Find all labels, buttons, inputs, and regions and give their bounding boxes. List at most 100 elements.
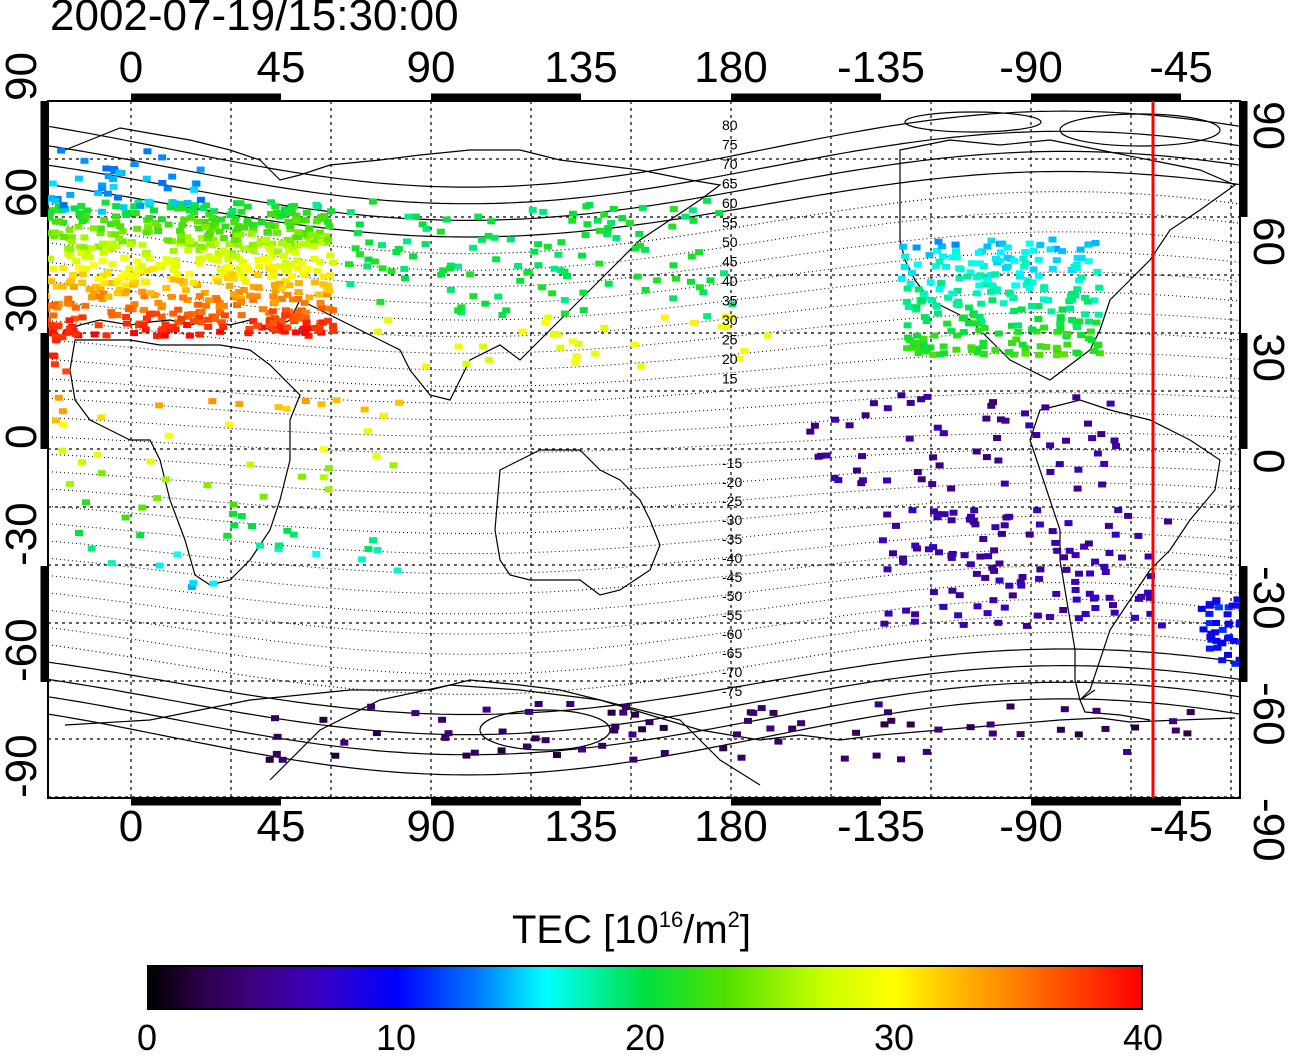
tec-pixel bbox=[774, 739, 782, 745]
tec-pixel bbox=[639, 205, 647, 211]
top-tick-label: 135 bbox=[544, 46, 617, 90]
tec-pixel bbox=[298, 474, 306, 480]
tec-pixel bbox=[525, 709, 533, 715]
tec-pixel bbox=[267, 199, 275, 205]
tec-pixel bbox=[390, 462, 398, 468]
tec-pixel bbox=[960, 329, 968, 335]
tec-pixel bbox=[703, 313, 711, 319]
tec-pixel bbox=[1249, 750, 1257, 756]
tec-pixel bbox=[1036, 522, 1044, 528]
tec-pixel bbox=[463, 361, 471, 367]
tec-pixel bbox=[293, 314, 301, 320]
tec-pixel bbox=[929, 352, 937, 358]
tec-pixel bbox=[532, 735, 540, 741]
colorbar-tick-label: 0 bbox=[137, 1020, 157, 1056]
tec-pixel bbox=[983, 454, 991, 460]
tec-pixel bbox=[1010, 258, 1018, 264]
tec-pixel bbox=[13, 229, 21, 235]
tec-pixel bbox=[409, 253, 417, 259]
tec-pixel bbox=[1046, 442, 1054, 448]
tec-pixel bbox=[914, 469, 922, 475]
tec-pixel bbox=[150, 208, 158, 214]
tec-pixel bbox=[967, 724, 975, 730]
tec-pixel bbox=[989, 731, 997, 737]
tec-pixel bbox=[908, 270, 916, 276]
tec-pixel bbox=[1028, 280, 1036, 286]
tec-pixel bbox=[887, 718, 895, 724]
tec-pixel bbox=[74, 224, 82, 230]
tec-pixel bbox=[1035, 257, 1043, 263]
tec-pixel bbox=[229, 511, 237, 517]
tec-pixel bbox=[1131, 615, 1139, 621]
tec-pixel bbox=[994, 620, 1002, 626]
tec-pixel bbox=[1224, 611, 1232, 617]
tec-pixel bbox=[47, 322, 55, 328]
tec-pixel bbox=[22, 250, 30, 256]
tec-pixel bbox=[226, 283, 234, 289]
tec-pixel bbox=[330, 260, 338, 266]
tec-pixel bbox=[973, 290, 981, 296]
tec-pixel bbox=[948, 254, 956, 260]
tec-pixel bbox=[114, 195, 122, 201]
tec-pixel bbox=[975, 283, 983, 289]
tec-pixel bbox=[71, 205, 79, 211]
tec-pixel bbox=[66, 481, 74, 487]
tec-pixel bbox=[62, 368, 70, 374]
tec-pixel bbox=[213, 297, 221, 303]
tec-pixel bbox=[1085, 541, 1093, 547]
tec-pixel bbox=[423, 226, 431, 232]
tec-pixel bbox=[554, 252, 562, 258]
tec-pixel bbox=[1002, 265, 1010, 271]
tec-pixel bbox=[534, 241, 542, 247]
tec-pixel bbox=[369, 199, 377, 205]
tec-pixel bbox=[267, 211, 275, 217]
tec-pixel bbox=[1187, 709, 1195, 715]
tec-pixel bbox=[952, 242, 960, 248]
tec-pixel bbox=[364, 428, 372, 434]
tec-pixel bbox=[216, 229, 224, 235]
tec-pixel bbox=[66, 227, 74, 233]
tec-pixel bbox=[15, 229, 23, 235]
tec-pixel bbox=[670, 262, 678, 268]
tec-pixel bbox=[172, 263, 180, 269]
tec-pixel bbox=[1094, 451, 1102, 457]
tec-pixel bbox=[303, 320, 311, 326]
tec-pixel bbox=[153, 495, 161, 501]
tec-pixel bbox=[995, 331, 1003, 337]
tec-pixel bbox=[935, 549, 943, 555]
tec-pixel bbox=[530, 249, 538, 255]
tec-pixel bbox=[1164, 519, 1172, 525]
tec-pixel bbox=[81, 158, 89, 164]
tec-pixel bbox=[913, 245, 921, 251]
contour-label: 55 bbox=[722, 215, 738, 231]
tec-pixel bbox=[987, 403, 995, 409]
tec-pixel bbox=[948, 588, 956, 594]
tec-pixel bbox=[158, 180, 166, 186]
tec-pixel bbox=[494, 294, 502, 300]
tec-pixel bbox=[463, 753, 471, 759]
tec-pixel bbox=[947, 486, 955, 492]
tec-pixel bbox=[591, 351, 599, 357]
contour-label: -40 bbox=[722, 550, 742, 566]
tec-pixel bbox=[130, 330, 138, 336]
tec-pixel bbox=[967, 344, 975, 350]
tec-pixel bbox=[940, 430, 948, 436]
tec-pixel bbox=[973, 321, 981, 327]
tec-pixel bbox=[363, 263, 371, 269]
tec-pixel bbox=[32, 262, 40, 268]
tec-pixel bbox=[583, 221, 591, 227]
tec-pixel bbox=[97, 226, 105, 232]
tec-pixel bbox=[110, 184, 118, 190]
tec-pixel bbox=[238, 513, 246, 519]
tec-pixel bbox=[145, 199, 153, 205]
tec-pixel bbox=[481, 301, 489, 307]
tec-pixel bbox=[98, 185, 106, 191]
tec-pixel bbox=[556, 345, 564, 351]
tec-pixel bbox=[32, 235, 40, 241]
tec-pixel bbox=[395, 246, 403, 252]
tec-pixel bbox=[59, 422, 67, 428]
tec-pixel bbox=[300, 241, 308, 247]
tec-pixel bbox=[237, 200, 245, 206]
colorbar-title-exponent: 16 bbox=[659, 907, 683, 932]
tec-pixel bbox=[112, 220, 120, 226]
